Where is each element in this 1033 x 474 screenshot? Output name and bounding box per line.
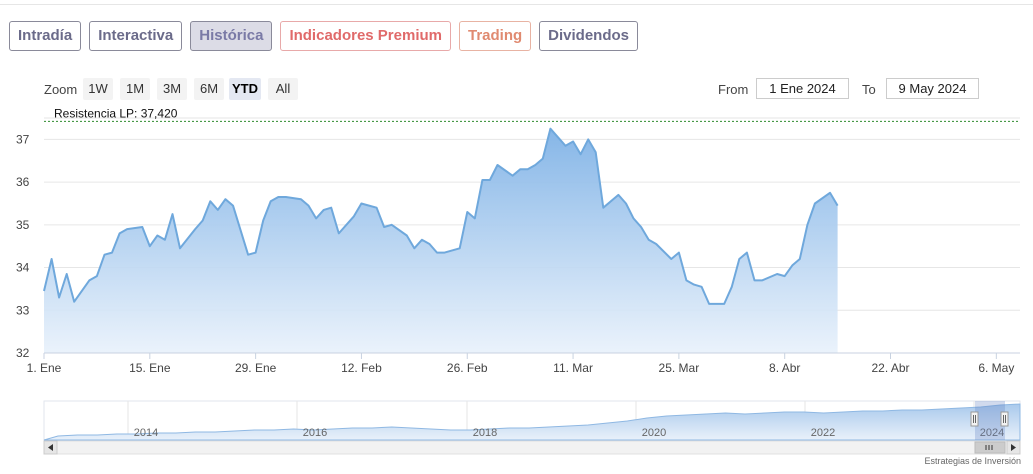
zoom-label: Zoom [44,82,78,97]
x-tick-label: 25. Mar [659,361,700,375]
y-tick-label: 35 [16,218,30,232]
y-tick-label: 36 [16,175,30,189]
y-tick-label: 33 [16,303,30,317]
y-tick-label: 34 [16,261,30,275]
navigator-selection [975,401,1005,440]
x-tick-label: 8. Abr [769,361,800,375]
tab-interactiva[interactable]: Interactiva [89,21,183,51]
navigator-year-label: 2018 [473,427,497,439]
from-date-input[interactable] [756,78,849,99]
zoom-ytd-button[interactable]: YTD [229,78,261,100]
navigator-handle[interactable] [970,411,979,427]
navigator-series [43,403,1021,441]
tab-indicadores-premium[interactable]: Indicadores Premium [280,21,451,51]
navigator-handle[interactable] [1000,411,1009,427]
x-tick-label: 1. Ene [27,361,62,375]
x-tick-label: 29. Ene [235,361,277,375]
x-tick-label: 26. Feb [447,361,488,375]
navigator-year-label: 2024 [980,427,1004,439]
x-axis: 1. Ene 15. Ene 29. Ene 12. Feb 26. Feb 11. Ma… [27,352,1020,375]
y-tick-label: 32 [16,346,30,360]
price-area [44,128,838,353]
resistance-label: Resistencia LP: 37,420 [54,106,178,120]
x-tick-label: 22. Abr [871,361,909,375]
resistance-group: Resistencia LP: 37,420 [44,106,1020,122]
zoom-6m-button[interactable]: 6M [194,78,224,100]
from-label: From [718,82,749,97]
credit-text: Estrategias de Inversión [924,456,1021,466]
navigator-year-label: 2014 [134,427,158,439]
navigator[interactable]: 2014 2016 2018 2020 2022 2024 [43,400,1021,455]
zoom-1m-button[interactable]: 1M [120,78,150,100]
zoom-all-button[interactable]: All [268,78,298,100]
tab-bar: Intradía Interactiva Histórica Indicador… [9,21,639,51]
y-axis: 32 33 34 35 36 37 [16,132,30,360]
x-tick-label: 12. Feb [341,361,382,375]
tab-dividendos[interactable]: Dividendos [539,21,639,51]
x-tick-label: 11. Mar [553,361,593,375]
navigator-scrollbar[interactable] [43,440,1021,455]
scroll-left-arrow-icon [48,444,53,451]
scroll-thumb[interactable] [974,441,1006,454]
top-divider [0,4,1033,5]
tab-trading[interactable]: Trading [459,21,532,51]
tab-historica[interactable]: Histórica [190,21,273,51]
to-date-input[interactable] [886,78,979,99]
price-line [43,127,839,305]
zoom-3m-button[interactable]: 3M [157,78,187,100]
x-tick-label: 6. May [978,361,1014,375]
scroll-right-arrow-icon [1011,444,1016,451]
navigator-year-label: 2022 [811,427,835,439]
x-tick-label: 15. Ene [129,361,171,375]
y-tick-label: 37 [16,132,30,146]
to-label: To [862,82,876,97]
navigator-year-label: 2020 [642,427,666,439]
zoom-1w-button[interactable]: 1W [83,78,113,100]
price-series [43,127,839,353]
tab-intradia[interactable]: Intradía [9,21,82,51]
navigator-year-label: 2016 [303,427,327,439]
